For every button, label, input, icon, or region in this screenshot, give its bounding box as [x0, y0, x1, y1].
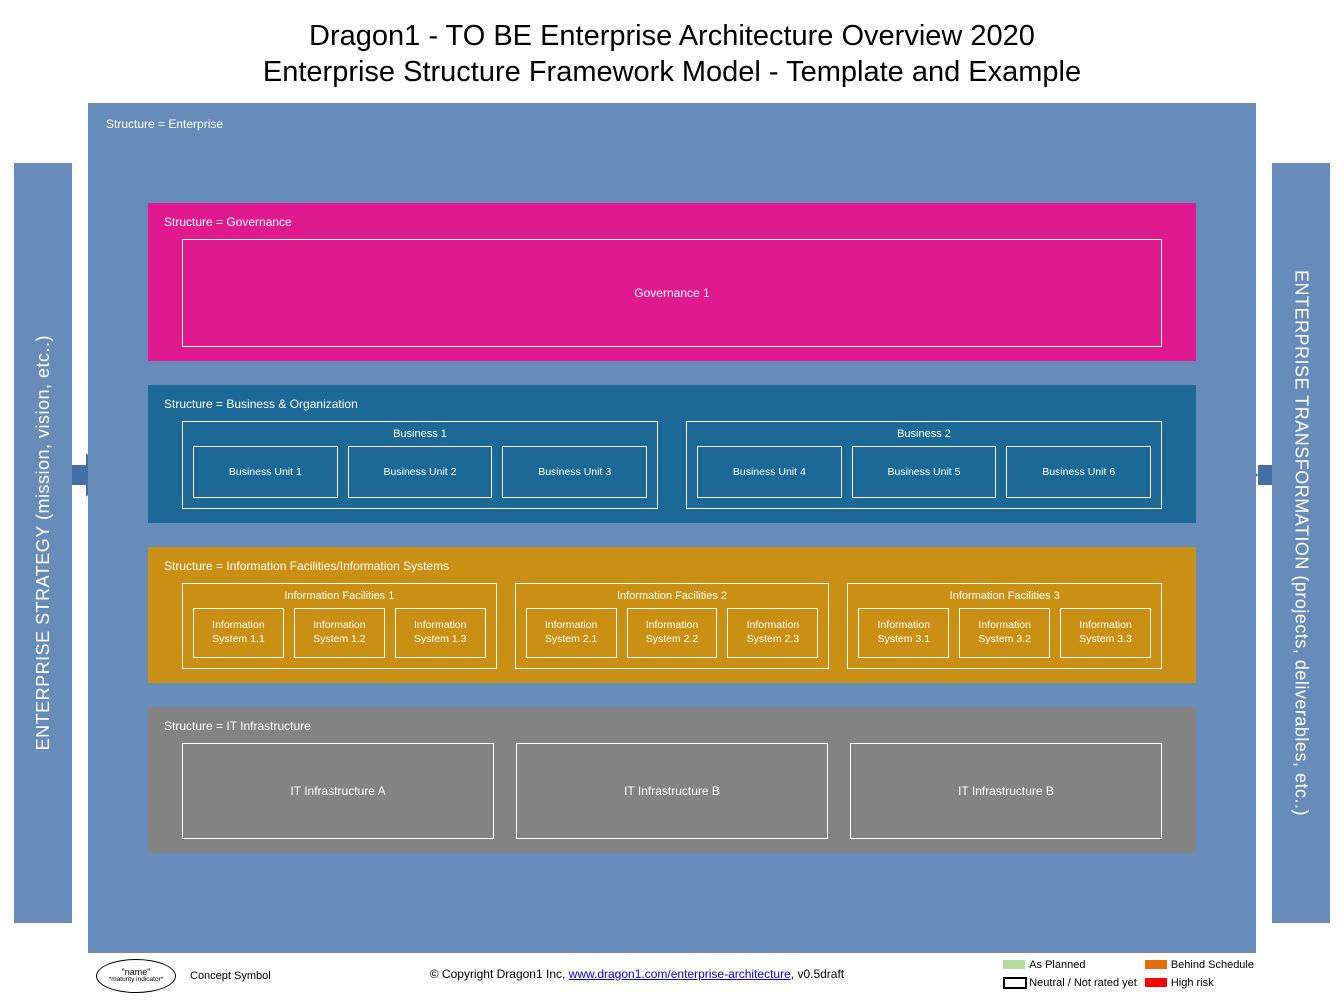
- business-unit: Business Unit 2: [348, 446, 493, 498]
- information-row: Information Facilities 1InformationSyste…: [162, 583, 1182, 669]
- concept-symbol: "name" *maturity indicator* Concept Symb…: [96, 959, 271, 993]
- business-group-title: Business 2: [697, 426, 1151, 446]
- information-system-row: InformationSystem 3.1InformationSystem 3…: [858, 608, 1151, 658]
- copyright-post: , v0.5draft: [791, 967, 844, 981]
- it-layer: Structure = IT Infrastructure IT Infrast…: [148, 707, 1196, 853]
- information-system: InformationSystem 3.3: [1060, 608, 1151, 658]
- information-system: InformationSystem 2.1: [526, 608, 617, 658]
- diagram-area: ENTERPRISE STRATEGY (mission, vision, et…: [0, 103, 1344, 953]
- it-infrastructure-item: IT Infrastructure A: [182, 743, 494, 839]
- right-pillar-label: ENTERPRISE TRANSFORMATION (projects, del…: [1291, 270, 1312, 816]
- information-group-title: Information Facilities 2: [526, 588, 819, 608]
- left-arrow-stem: [72, 465, 86, 485]
- layers: Structure = Governance Governance 1 Stru…: [104, 203, 1240, 853]
- left-pillar: ENTERPRISE STRATEGY (mission, vision, et…: [14, 163, 72, 923]
- business-unit: Business Unit 5: [852, 446, 997, 498]
- title-line-1: Dragon1 - TO BE Enterprise Architecture …: [0, 18, 1344, 54]
- business-group: Business 2Business Unit 4Business Unit 5…: [686, 421, 1162, 509]
- business-group-title: Business 1: [193, 426, 647, 446]
- information-group-title: Information Facilities 1: [193, 588, 486, 608]
- legend-swatch-red: [1145, 978, 1167, 987]
- business-group: Business 1Business Unit 1Business Unit 2…: [182, 421, 658, 509]
- business-label: Structure = Business & Organization: [164, 397, 1182, 411]
- legend-neutral: Neutral / Not rated yet: [1029, 977, 1137, 989]
- copyright-pre: © Copyright Dragon1 Inc,: [430, 967, 569, 981]
- information-layer: Structure = Information Facilities/Infor…: [148, 547, 1196, 683]
- business-layer: Structure = Business & Organization Busi…: [148, 385, 1196, 523]
- information-system: InformationSystem 2.3: [727, 608, 818, 658]
- legend: As Planned Behind Schedule Neutral / Not…: [1003, 959, 1254, 989]
- business-row: Business 1Business Unit 1Business Unit 2…: [162, 421, 1182, 509]
- information-system: InformationSystem 1.3: [395, 608, 486, 658]
- information-label: Structure = Information Facilities/Infor…: [164, 559, 1182, 573]
- right-arrow-stem: [1258, 465, 1272, 485]
- information-system: InformationSystem 3.2: [959, 608, 1050, 658]
- legend-high-risk: High risk: [1171, 977, 1254, 989]
- information-system: InformationSystem 2.2: [627, 608, 718, 658]
- concept-ellipse-icon: "name" *maturity indicator*: [96, 959, 176, 993]
- copyright: © Copyright Dragon1 Inc, www.dragon1.com…: [271, 959, 1003, 981]
- information-group: Information Facilities 3InformationSyste…: [847, 583, 1162, 669]
- it-row: IT Infrastructure AIT Infrastructure BIT…: [162, 743, 1182, 839]
- governance-item-label: Governance 1: [634, 286, 709, 300]
- business-unit: Business Unit 3: [502, 446, 647, 498]
- enterprise-label: Structure = Enterprise: [106, 117, 1240, 131]
- information-system: InformationSystem 1.2: [294, 608, 385, 658]
- enterprise-container: Structure = Enterprise Structure = Gover…: [88, 103, 1256, 953]
- legend-as-planned: As Planned: [1029, 959, 1137, 971]
- legend-behind: Behind Schedule: [1171, 959, 1254, 971]
- business-unit: Business Unit 6: [1006, 446, 1151, 498]
- left-pillar-label: ENTERPRISE STRATEGY (mission, vision, et…: [33, 335, 54, 750]
- title-block: Dragon1 - TO BE Enterprise Architecture …: [0, 0, 1344, 103]
- right-pillar: ENTERPRISE TRANSFORMATION (projects, del…: [1272, 163, 1330, 923]
- concept-label: Concept Symbol: [190, 970, 271, 982]
- footer: "name" *maturity indicator* Concept Symb…: [0, 953, 1344, 993]
- information-group: Information Facilities 1InformationSyste…: [182, 583, 497, 669]
- business-unit-row: Business Unit 1Business Unit 2Business U…: [193, 446, 647, 498]
- it-infrastructure-item: IT Infrastructure B: [850, 743, 1162, 839]
- it-label: Structure = IT Infrastructure: [164, 719, 1182, 733]
- business-unit: Business Unit 4: [697, 446, 842, 498]
- information-system: InformationSystem 3.1: [858, 608, 949, 658]
- information-system-row: InformationSystem 2.1InformationSystem 2…: [526, 608, 819, 658]
- governance-layer: Structure = Governance Governance 1: [148, 203, 1196, 361]
- information-system: InformationSystem 1.1: [193, 608, 284, 658]
- title-line-2: Enterprise Structure Framework Model - T…: [0, 54, 1344, 90]
- business-unit: Business Unit 1: [193, 446, 338, 498]
- legend-swatch-green: [1003, 960, 1025, 969]
- concept-sub: *maturity indicator*: [109, 977, 164, 984]
- legend-swatch-orange: [1145, 960, 1167, 969]
- information-group-title: Information Facilities 3: [858, 588, 1151, 608]
- business-unit-row: Business Unit 4Business Unit 5Business U…: [697, 446, 1151, 498]
- it-infrastructure-item: IT Infrastructure B: [516, 743, 828, 839]
- information-system-row: InformationSystem 1.1InformationSystem 1…: [193, 608, 486, 658]
- legend-swatch-outline: [1003, 977, 1027, 989]
- information-group: Information Facilities 2InformationSyste…: [515, 583, 830, 669]
- copyright-link[interactable]: www.dragon1.com/enterprise-architecture: [569, 967, 791, 981]
- governance-item: Governance 1: [182, 239, 1162, 347]
- governance-label: Structure = Governance: [164, 215, 1182, 229]
